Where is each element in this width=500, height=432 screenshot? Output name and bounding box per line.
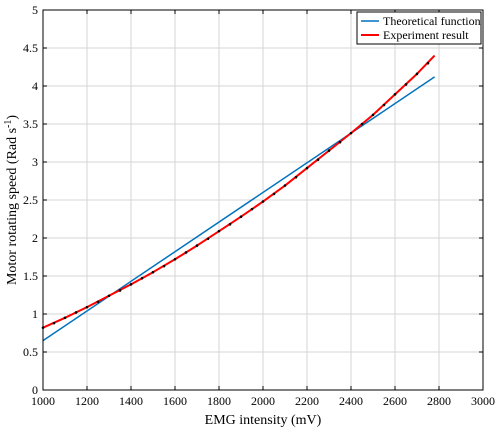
x-tick-label: 2800 [427, 394, 451, 408]
x-tick-label: 2600 [383, 394, 407, 408]
y-axis-title: Motor rotating speed (Rad s-1) [3, 115, 21, 285]
data-point [349, 131, 353, 135]
data-point [415, 72, 419, 76]
data-point [327, 149, 331, 152]
data-point [63, 316, 67, 320]
data-point [228, 223, 232, 226]
data-point [162, 264, 166, 268]
data-point [107, 294, 111, 298]
y-tick-label: 4.5 [23, 41, 38, 55]
data-point [129, 283, 133, 286]
y-tick-layer: 0 0.5 1 1.5 2 2.5 3 3.5 4 4.5 5 [23, 3, 483, 397]
data-point [338, 140, 342, 144]
legend: Theoretical function Experiment result [356, 11, 482, 45]
y-tick-label: 1 [32, 307, 38, 321]
y-tick-label: 3 [32, 155, 38, 169]
x-tick-label: 2000 [251, 394, 275, 408]
data-point [239, 215, 243, 219]
x-tick-label: 2400 [339, 394, 363, 408]
y-tick-label: 0 [32, 383, 38, 397]
data-point [184, 251, 188, 254]
data-point [393, 93, 397, 96]
y-tick-label: 4 [32, 79, 38, 93]
data-point [74, 311, 78, 314]
y-tick-label: 3.5 [23, 117, 38, 131]
data-point [250, 207, 254, 211]
y-tick-label: 5 [32, 3, 38, 17]
y-tick-label: 1.5 [23, 269, 38, 283]
legend-label-theoretical: Theoretical function [383, 14, 481, 28]
data-point [96, 300, 100, 304]
data-point [217, 229, 221, 233]
data-point [272, 192, 276, 196]
data-point [360, 122, 364, 126]
theoretical-function-line [42, 76, 436, 342]
data-point [316, 158, 320, 162]
y-axis-title-superscript: -1 [3, 120, 14, 128]
data-point [151, 270, 155, 274]
data-point [371, 113, 375, 117]
x-tick-label: 3000 [471, 394, 495, 408]
y-tick-label: 2 [32, 231, 38, 245]
data-point [283, 184, 287, 187]
y-tick-label: 2.5 [23, 193, 38, 207]
data-point [195, 244, 199, 247]
data-point [206, 237, 210, 241]
grid-layer [42, 9, 484, 391]
data-point [382, 103, 386, 107]
x-tick-layer: 1000 1200 1400 1600 1800 2000 2200 2400 2600 2800… [31, 10, 495, 408]
data-point [404, 83, 408, 86]
points-layer [41, 61, 430, 329]
x-tick-label: 1400 [119, 394, 143, 408]
y-axis-title-close: ) [5, 115, 20, 120]
data-point [294, 175, 298, 179]
y-axis-title-main: Motor rotating speed (Rad s [5, 128, 20, 285]
data-point [426, 61, 430, 65]
series-layer [42, 54, 436, 342]
x-tick-label: 1600 [163, 394, 187, 408]
data-point [118, 289, 122, 292]
x-tick-label: 1800 [207, 394, 231, 408]
x-axis-title: EMG intensity (mV) [205, 413, 322, 428]
experiment-result-line [42, 54, 436, 329]
x-tick-label: 2200 [295, 394, 319, 408]
data-point [140, 276, 144, 280]
legend-label-experiment: Experiment result [383, 28, 469, 42]
data-point [52, 321, 56, 325]
x-tick-label: 1200 [75, 394, 99, 408]
data-point [85, 305, 89, 309]
data-point [305, 166, 309, 170]
data-point [173, 257, 177, 261]
legend-box [356, 11, 482, 45]
x-tick-label: 1000 [31, 394, 55, 408]
y-tick-label: 0.5 [23, 345, 38, 359]
data-point [261, 200, 265, 203]
